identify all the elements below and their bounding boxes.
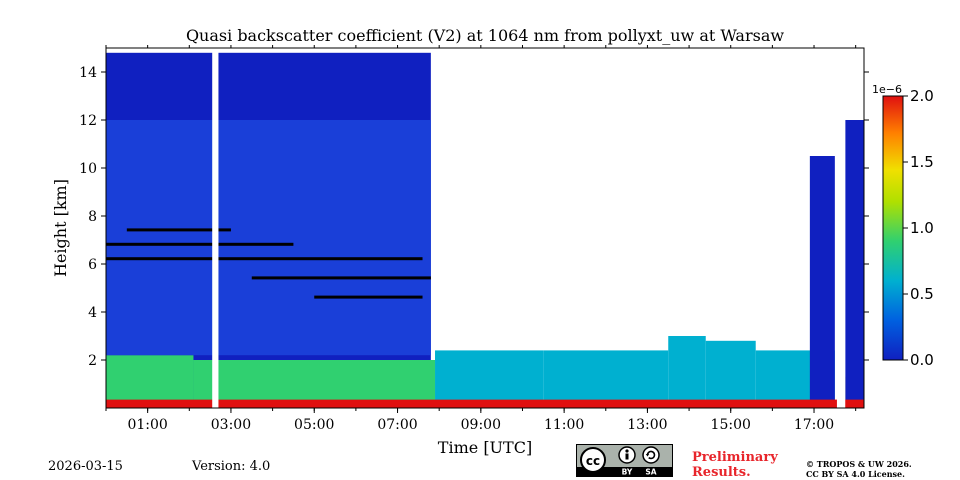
preliminary-label-line1: Preliminary [692,450,778,465]
copyright-line1: © TROPOS & UW 2026. [806,459,912,469]
y-tick-label: 10 [79,161,97,177]
surface-layer [106,399,864,408]
license-sa-label: SA [645,468,656,477]
x-tick-label: 17:00 [794,417,834,433]
copyright-line2: CC BY SA 4.0 License. [806,469,905,479]
x-axis-label: Time [UTC] [438,438,532,457]
heatmap-segment-5 [668,336,706,408]
heatmap-plot-area [106,48,864,408]
x-axis: 01:00 03:00 05:00 07:00 09:00 11:00 13:00 15:00… [105,45,857,433]
x-tick-label: 03:00 [211,417,251,433]
colorbar-tick-label: 0.0 [910,351,934,369]
colorbar-tick-label: 1.5 [910,153,934,171]
cc-license-badge: cc BY SA [576,444,673,477]
x-tick-label: 01:00 [127,417,167,433]
share-alike-icon [642,446,660,464]
data-gap-0 [212,48,219,408]
cloud-streak-4 [126,228,231,232]
y-tick-label: 4 [88,305,97,321]
heatmap-segment-3 [435,350,544,408]
colorbar-tick-label: 0.5 [910,285,934,303]
x-tick-label: 15:00 [711,417,751,433]
svg-text:cc: cc [586,454,600,468]
y-tick-label: 6 [88,257,97,273]
heatmap-core-region [106,120,431,356]
cc-license-logo: cc BY SA [577,446,672,477]
y-tick-label: 12 [79,113,97,129]
y-tick-label: 2 [88,353,97,369]
x-tick-label: 07:00 [377,417,417,433]
colorbar-ticks: 0.0 0.5 1.0 1.5 2.0 [903,87,934,369]
plot-frame [105,47,865,409]
heatmap-segment-6 [705,340,756,408]
heatmap-segment-10 [845,120,864,408]
cc-icon [580,447,606,473]
preliminary-label-line2: Results. [692,465,751,480]
chart-title: Quasi backscatter coefficient (V2) at 10… [186,26,784,45]
colorbar-scale-label: 1e−6 [872,83,902,96]
y-tick-label: 14 [79,65,97,81]
cloud-streak-2 [251,276,431,280]
x-tick-label: 13:00 [627,417,667,433]
colorbar-tick-label: 2.0 [910,87,934,105]
x-tick-label: 09:00 [461,417,501,433]
y-tick-label: 8 [88,209,97,225]
data-gap-1 [836,48,846,408]
cloud-streak-1 [106,242,294,246]
colorbar: 1e−6 0.0 0.5 1.0 1.5 2.0 [872,83,934,369]
heatmap-cells [106,48,864,408]
cloud-streak-0 [106,257,423,261]
license-by-label: BY [622,468,633,477]
y-axis: 2 4 6 8 10 12 14 [79,65,869,369]
heatmap-segment-4 [543,350,669,408]
x-tick-label: 11:00 [544,417,584,433]
x-tick-label: 05:00 [294,417,334,433]
y-axis-label: Height [km] [51,179,70,277]
heatmap-segment-9 [809,156,835,408]
colorbar-tick-label: 1.0 [910,219,934,237]
footer-version: Version: 4.0 [191,459,270,474]
footer-date: 2026-03-15 [48,459,123,474]
cloud-streak-3 [314,295,423,299]
colorbar-gradient [882,95,904,361]
heatmap-segment-1 [106,355,194,408]
